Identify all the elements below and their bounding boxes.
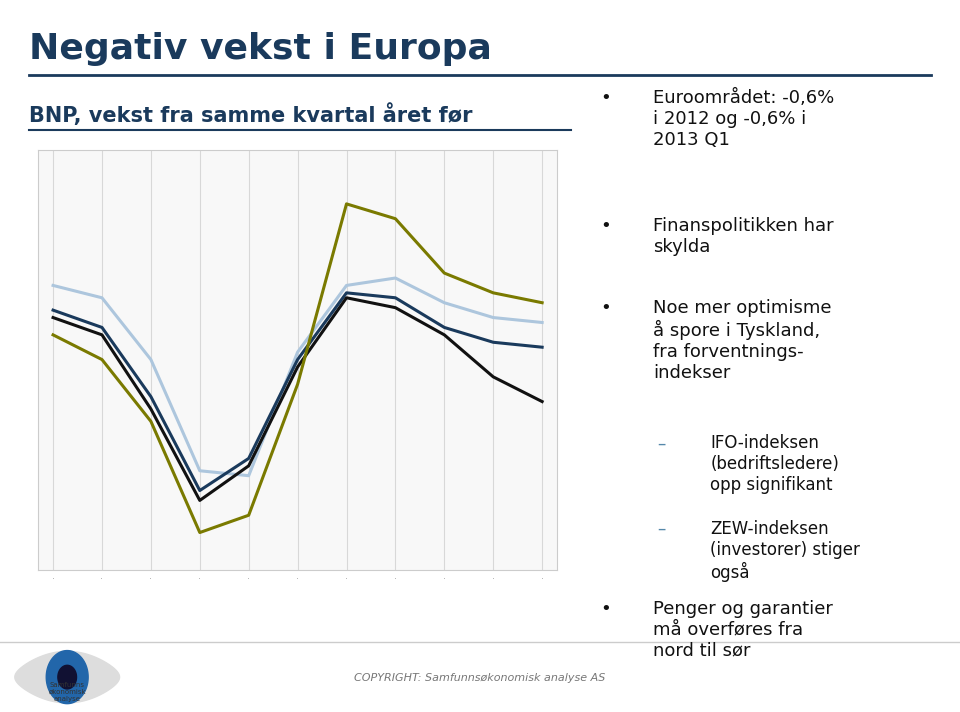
Text: –: – (658, 434, 666, 452)
Text: Negativ vekst i Europa: Negativ vekst i Europa (29, 32, 492, 66)
Text: ZEW-indeksen
(investorer) stiger
også: ZEW-indeksen (investorer) stiger også (710, 520, 860, 582)
Text: Finanspolitikken har
skylda: Finanspolitikken har skylda (653, 217, 833, 256)
Polygon shape (46, 651, 88, 703)
Text: COPYRIGHT: Samfunnsøkonomisk analyse AS: COPYRIGHT: Samfunnsøkonomisk analyse AS (354, 673, 606, 683)
Text: IFO-indeksen
(bedriftsledere)
opp signifikant: IFO-indeksen (bedriftsledere) opp signif… (710, 434, 839, 494)
Text: –: – (658, 520, 666, 538)
Text: •: • (600, 89, 611, 107)
Text: Noe mer optimisme
å spore i Tyskland,
fra forventnings-
indekser: Noe mer optimisme å spore i Tyskland, fr… (653, 299, 831, 382)
Text: •: • (600, 600, 611, 617)
Text: •: • (600, 217, 611, 235)
Text: Samfunns
økonomisk
analyse: Samfunns økonomisk analyse (48, 681, 86, 701)
Text: Euroområdet: -0,6%
i 2012 og -0,6% i
2013 Q1: Euroområdet: -0,6% i 2012 og -0,6% i 201… (653, 89, 834, 149)
Text: BNP, vekst fra samme kvartal året før: BNP, vekst fra samme kvartal året før (29, 103, 472, 126)
Polygon shape (14, 651, 120, 703)
Text: •: • (600, 299, 611, 317)
Polygon shape (58, 665, 77, 689)
Text: Penger og garantier
må overføres fra
nord til sør: Penger og garantier må overføres fra nor… (653, 600, 832, 659)
